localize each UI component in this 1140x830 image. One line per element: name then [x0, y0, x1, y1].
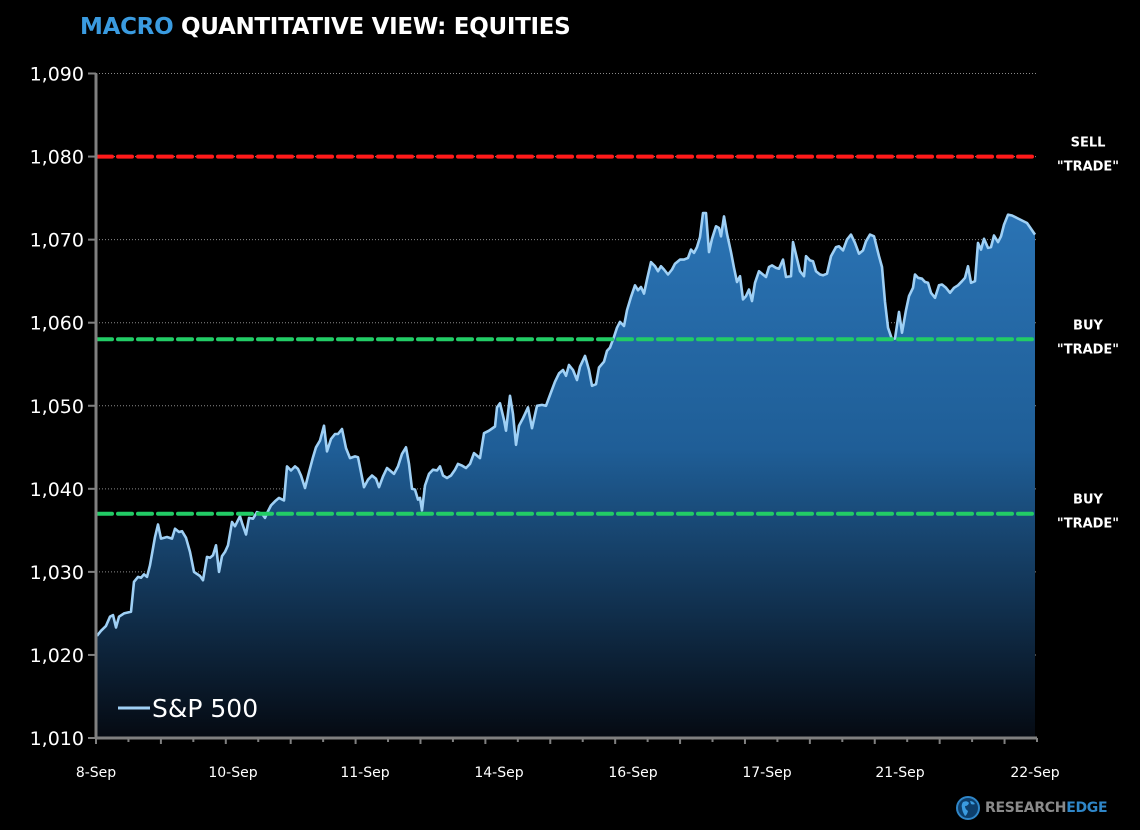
sell-trade-label: "TRADE": [1057, 160, 1119, 175]
x-tick-label: 22-Sep: [1010, 765, 1059, 781]
title-rest: QUANTITATIVE VIEW: EQUITIES: [173, 14, 571, 40]
x-tick-label: 14-Sep: [474, 765, 523, 781]
buy-trade-upper-label: BUY: [1073, 318, 1103, 333]
researchedge-logo: RESEARCH EDGE: [955, 795, 1108, 821]
chart-title: MACRO QUANTITATIVE VIEW: EQUITIES: [80, 14, 571, 40]
sp500-area-fill: [97, 213, 1035, 738]
title-accent: MACRO: [80, 14, 174, 40]
legend-label: S&P 500: [152, 694, 258, 723]
y-tick-label: 1,040: [30, 479, 84, 501]
reference-lines: SELL "TRADE" BUY "TRADE" BUY "TRADE": [96, 136, 1119, 532]
x-tick-label: 16-Sep: [608, 765, 657, 781]
sell-trade-label: SELL: [1071, 136, 1106, 151]
y-tick-label: 1,010: [30, 728, 84, 750]
axes: [88, 72, 1038, 744]
y-tick-label: 1,070: [30, 230, 84, 252]
x-tick-label: 21-Sep: [875, 765, 924, 781]
x-tick-label: 17-Sep: [742, 765, 791, 781]
buy-trade-lower-label: "TRADE": [1057, 517, 1119, 532]
x-tick-label: 8-Sep: [76, 765, 116, 781]
x-tick-label: 11-Sep: [340, 765, 389, 781]
y-tick-label: 1,060: [30, 313, 84, 335]
legend: S&P 500: [118, 694, 258, 723]
logo-word-edge: EDGE: [1066, 800, 1108, 816]
globe-icon: [956, 796, 980, 820]
y-tick-label: 1,050: [30, 396, 84, 418]
x-tick-label: 10-Sep: [208, 765, 257, 781]
y-tick-label: 1,030: [30, 562, 84, 584]
logo-word-research: RESEARCH: [985, 800, 1067, 816]
y-tick-label: 1,080: [30, 147, 84, 169]
y-tick-label: 1,090: [30, 64, 84, 86]
y-tick-label: 1,020: [30, 645, 84, 667]
buy-trade-lower-label: BUY: [1073, 493, 1103, 508]
x-axis-labels: 8-Sep 10-Sep 11-Sep 14-Sep 16-Sep 17-Sep 21-Se…: [76, 765, 1060, 781]
buy-trade-upper-label: "TRADE": [1057, 342, 1119, 357]
y-axis-labels: 1,010 1,020 1,030 1,040 1,050 1,060 1,070 1,080…: [30, 64, 84, 751]
